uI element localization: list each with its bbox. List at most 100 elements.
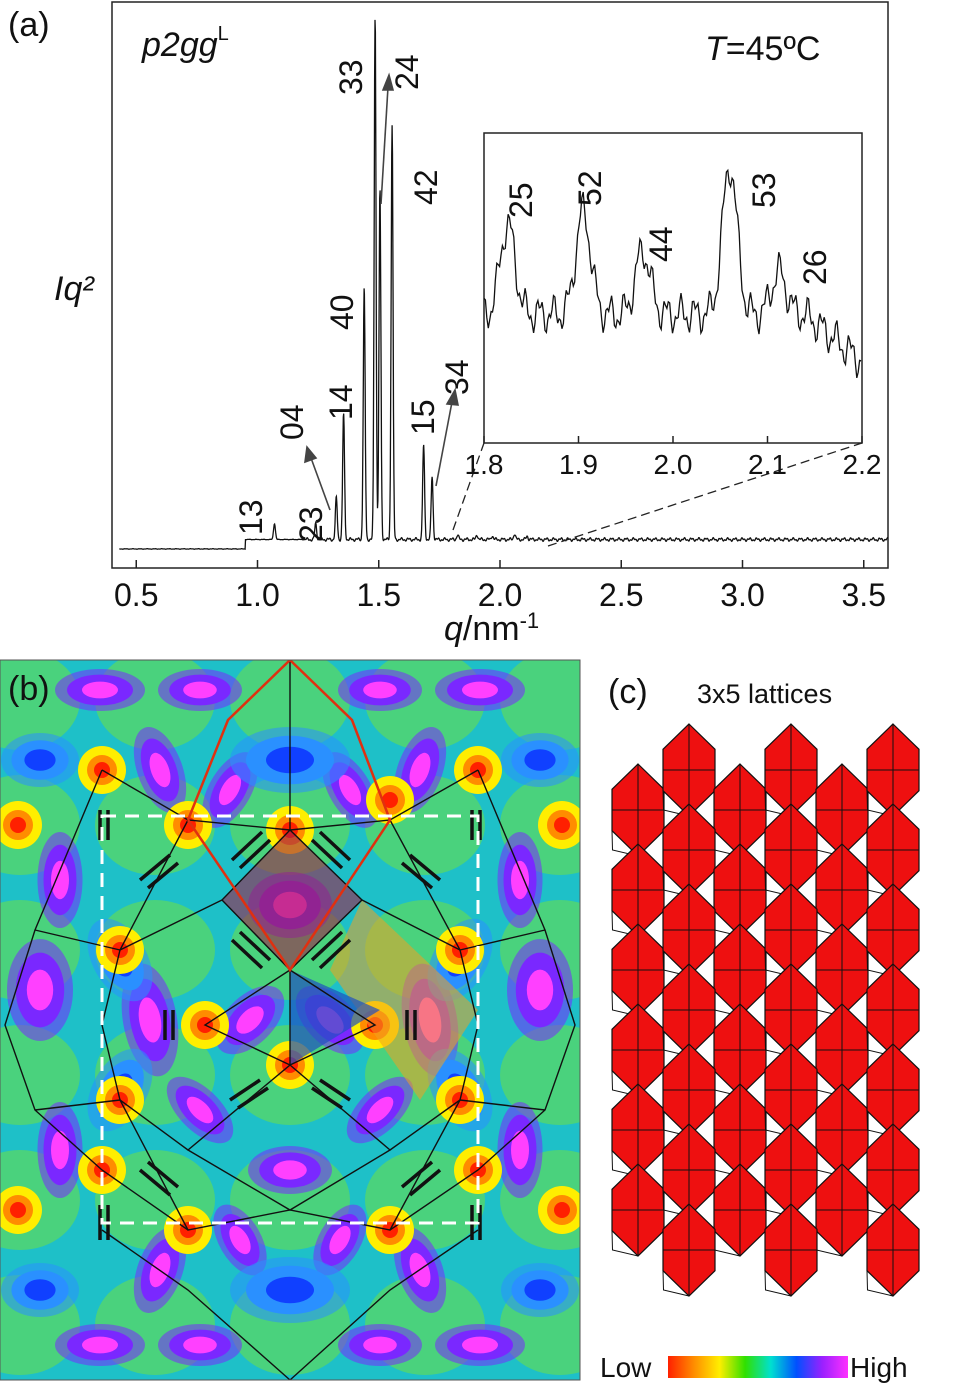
y-axis-label: Iq² xyxy=(54,270,95,308)
peak-label-14: 14 xyxy=(323,384,359,420)
lattice-cell xyxy=(764,1043,818,1137)
x-tick-label: 2.0 xyxy=(478,577,522,613)
lattice-cell xyxy=(764,723,818,817)
lattice-link xyxy=(662,1270,690,1297)
low-density-spot xyxy=(0,801,42,849)
inset-x-axis-ticks: 1.8 1.9 2.0 2.1 2.2 xyxy=(465,436,882,480)
x-tick-label: 3.5 xyxy=(842,577,886,613)
lattice-cell xyxy=(713,763,767,857)
high-density-blob xyxy=(55,669,145,711)
annotation-arrows xyxy=(304,72,459,511)
lattice-cell xyxy=(764,963,818,1057)
tiling-lines xyxy=(4,660,576,1380)
inset-frame xyxy=(483,132,863,444)
lattice-cell xyxy=(662,883,716,977)
space-group-label: p2ggL xyxy=(141,23,229,64)
lattice-cell xyxy=(815,1083,869,1177)
lattice-cell xyxy=(662,803,716,897)
inset-tick-label: 1.9 xyxy=(559,449,598,480)
lattice-cell xyxy=(764,883,818,977)
medium-density-blob xyxy=(230,1257,350,1323)
inset-tick-label: 2.2 xyxy=(843,449,882,480)
main-spectrum-line xyxy=(119,19,889,550)
inset-peak-labels: 25 52 44 53 26 xyxy=(503,170,833,285)
peak-label-23: 23 xyxy=(293,506,329,542)
colorbar-low-label: Low xyxy=(600,1352,652,1383)
lattice-cell xyxy=(815,1163,869,1257)
colorbar-high-label: High xyxy=(850,1352,908,1383)
inset-guide-left xyxy=(452,442,485,531)
high-density-blob xyxy=(497,1102,543,1198)
x-tick-label: 1.5 xyxy=(357,577,401,613)
highlight-square xyxy=(222,830,362,970)
lattice-cell xyxy=(662,1123,716,1217)
peak-label-34: 34 xyxy=(439,359,475,395)
medium-density-blob xyxy=(501,733,579,787)
peak-label-33: 33 xyxy=(333,59,369,95)
lattice-cell xyxy=(611,763,665,857)
low-density-spot xyxy=(164,801,212,849)
high-density-blob xyxy=(55,1324,145,1366)
lattice-cell xyxy=(662,963,716,1057)
x-axis-label: q/nm-1 xyxy=(444,608,539,648)
inset-peak-label-26: 26 xyxy=(797,249,833,285)
lattice-cell xyxy=(713,1083,767,1177)
lattice-cell xyxy=(866,1043,920,1137)
inset-tick-label: 2.0 xyxy=(654,449,693,480)
x-tick-label: 0.5 xyxy=(114,577,158,613)
colorbar xyxy=(668,1356,848,1378)
lattice-link xyxy=(866,1270,894,1297)
lattice-cell xyxy=(611,1163,665,1257)
low-density-spot xyxy=(538,1186,580,1234)
panel-b: (b) xyxy=(0,659,581,1381)
high-density-blob xyxy=(435,1324,525,1366)
x-tick-label: 2.5 xyxy=(599,577,643,613)
temperature-label: T=45ºC xyxy=(705,30,820,68)
lattice-cell xyxy=(611,843,665,937)
low-density-spot xyxy=(538,801,580,849)
panel-b-label: (b) xyxy=(8,670,50,708)
high-density-blob xyxy=(158,669,242,711)
panel-c-title: 3x5 lattices xyxy=(697,679,832,709)
medium-density-blob xyxy=(1,1263,79,1317)
red-unit-outline xyxy=(186,660,392,973)
medium-density-blob xyxy=(501,1263,579,1317)
lattice-cell xyxy=(611,923,665,1017)
inset-spectrum-line xyxy=(483,168,862,379)
lattice-cell xyxy=(662,1203,716,1297)
peak-label-40: 40 xyxy=(324,294,360,330)
lattice-cell xyxy=(713,843,767,937)
peak-label-15: 15 xyxy=(405,399,441,435)
medium-density-blob xyxy=(1,733,79,787)
high-density-blob xyxy=(507,939,573,1041)
electron-density-map xyxy=(0,660,580,1380)
highlight-triangle xyxy=(290,970,380,1065)
lattice-cell xyxy=(713,1163,767,1257)
panel-a-label: (a) xyxy=(8,6,50,44)
panel-c: (c) 3x5 lattices Low High xyxy=(600,673,920,1383)
high-density-blob xyxy=(213,1204,267,1276)
lattice-cell xyxy=(713,1003,767,1097)
high-density-blob xyxy=(435,669,525,711)
high-density-blob xyxy=(37,1102,83,1198)
x-tick-label: 1.0 xyxy=(235,577,279,613)
peak-labels: 13 23 04 14 40 33 24 42 15 34 xyxy=(233,54,475,542)
inset-peak-label-52: 52 xyxy=(572,170,608,206)
lattice-cell xyxy=(662,1043,716,1137)
high-density-blob xyxy=(338,1324,422,1366)
peak-label-04: 04 xyxy=(274,404,310,440)
lattice-cell xyxy=(764,803,818,897)
lattice-cell xyxy=(866,1203,920,1297)
lattice-cell xyxy=(713,923,767,1017)
x-axis-ticks: 0.5 1.0 1.5 2.0 2.5 3.0 3.5 xyxy=(114,560,886,613)
high-density-blob xyxy=(338,669,422,711)
lattice-link xyxy=(764,1270,792,1297)
inset-peak-label-25: 25 xyxy=(503,182,539,218)
lattice-cell xyxy=(815,763,869,857)
high-density-blob xyxy=(497,832,543,928)
peak-label-13: 13 xyxy=(233,499,269,535)
panel-c-label: (c) xyxy=(608,673,648,711)
lattice-cell xyxy=(866,963,920,1057)
inset-tick-label: 2.1 xyxy=(748,449,787,480)
